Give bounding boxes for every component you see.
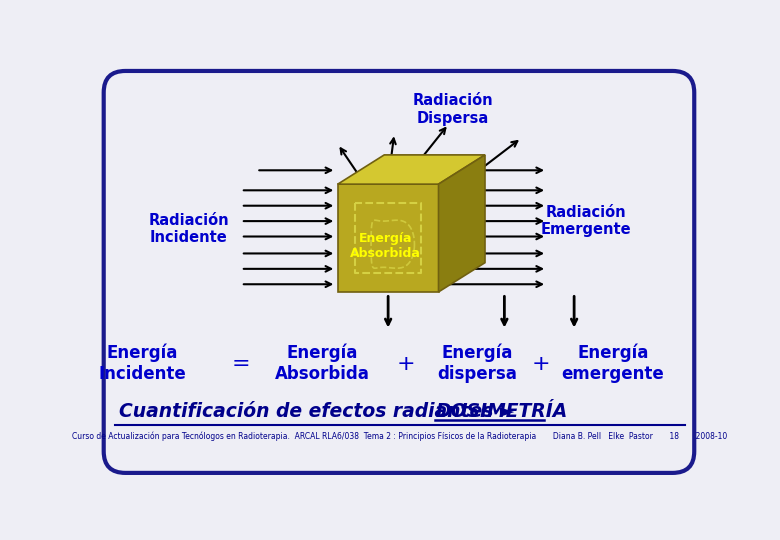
Text: Energía
dispersa: Energía dispersa [438, 344, 517, 383]
Text: Radiación
Emergente: Radiación Emergente [541, 205, 631, 237]
Text: Radiación
Dispersa: Radiación Dispersa [412, 93, 493, 126]
Text: Curso de Actualización para Tecnólogos en Radioterapia.  ARCAL RLA6/038  Tema 2 : Curso de Actualización para Tecnólogos e… [72, 431, 728, 441]
FancyBboxPatch shape [104, 71, 694, 473]
Text: +: + [531, 354, 550, 374]
Polygon shape [438, 155, 485, 292]
Text: =: = [232, 354, 250, 374]
Text: DOSIMETRÍA: DOSIMETRÍA [435, 402, 568, 421]
Polygon shape [338, 184, 438, 292]
Text: Energía
Absorbida: Energía Absorbida [275, 344, 370, 383]
Text: Energía
Absorbida: Energía Absorbida [350, 232, 421, 260]
Polygon shape [338, 155, 485, 184]
Text: Energía
Incidente: Energía Incidente [98, 344, 186, 383]
Text: Cuantificación de efectos radiantes ►: Cuantificación de efectos radiantes ► [119, 402, 521, 421]
Text: Radiación
Incidente: Radiación Incidente [149, 213, 229, 245]
Text: +: + [397, 354, 415, 374]
Text: Energía
emergente: Energía emergente [562, 344, 665, 383]
